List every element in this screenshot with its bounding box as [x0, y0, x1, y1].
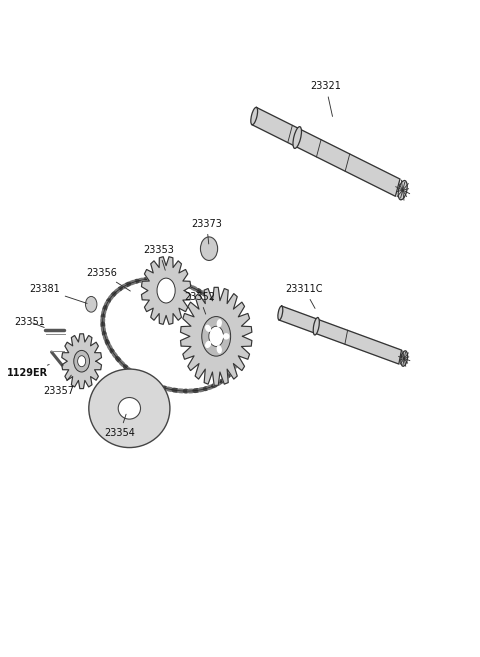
Text: 23351: 23351 — [15, 317, 46, 327]
Ellipse shape — [206, 342, 211, 348]
Ellipse shape — [278, 306, 283, 320]
Polygon shape — [180, 287, 252, 386]
Text: 23353: 23353 — [144, 245, 174, 270]
Text: 23354: 23354 — [104, 414, 135, 438]
Ellipse shape — [217, 320, 221, 327]
Ellipse shape — [398, 181, 407, 200]
Ellipse shape — [224, 334, 229, 339]
Ellipse shape — [401, 351, 408, 366]
Circle shape — [74, 350, 89, 372]
Text: 23381: 23381 — [29, 284, 87, 304]
Ellipse shape — [89, 369, 170, 447]
Text: 23357: 23357 — [43, 375, 74, 396]
Circle shape — [201, 237, 217, 260]
Polygon shape — [252, 108, 400, 196]
Polygon shape — [62, 334, 101, 388]
Circle shape — [209, 327, 224, 346]
Text: 23321: 23321 — [311, 81, 341, 116]
Ellipse shape — [206, 325, 211, 331]
Polygon shape — [142, 257, 191, 325]
Circle shape — [78, 355, 85, 367]
Text: 23311C: 23311C — [286, 284, 323, 308]
Text: 23352: 23352 — [184, 292, 215, 314]
Ellipse shape — [217, 346, 221, 353]
Ellipse shape — [293, 127, 301, 148]
Text: 23356: 23356 — [86, 268, 131, 291]
Circle shape — [202, 317, 230, 356]
Ellipse shape — [118, 397, 141, 419]
Polygon shape — [279, 306, 401, 364]
Text: 23373: 23373 — [191, 219, 222, 244]
Text: 1129ER: 1129ER — [7, 365, 49, 378]
Circle shape — [85, 296, 97, 312]
Ellipse shape — [313, 317, 319, 335]
Circle shape — [157, 278, 175, 303]
Ellipse shape — [251, 107, 258, 125]
